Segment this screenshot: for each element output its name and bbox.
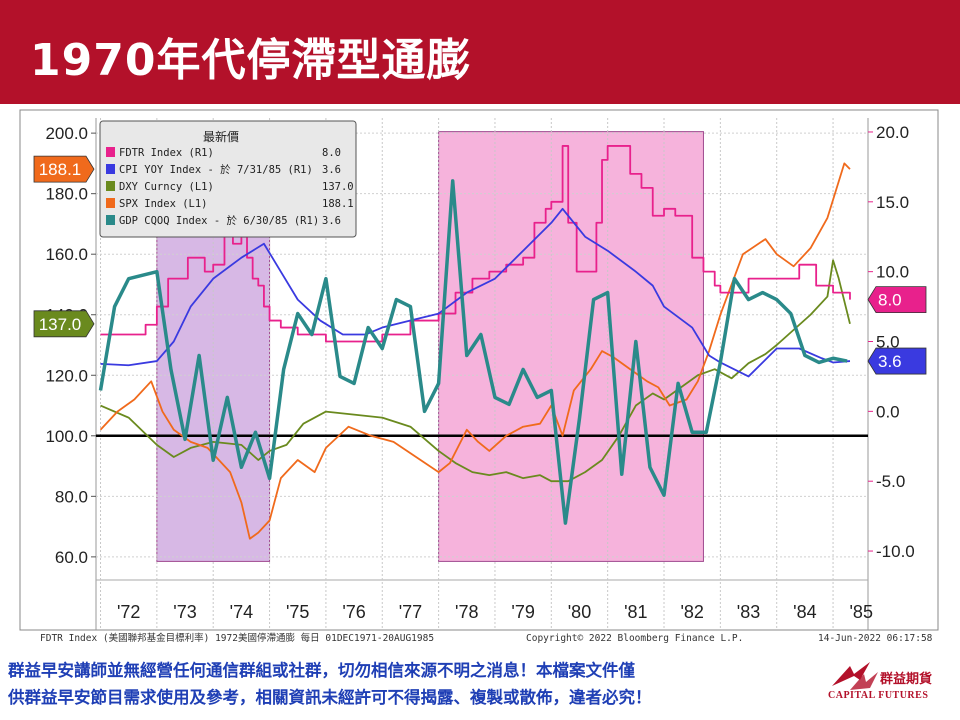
right-tick-label: 15.0 (876, 193, 909, 212)
x-tick-label: '73 (173, 602, 196, 622)
logo-name-cn: 群益期貨 (880, 672, 933, 687)
right-tick-label: -5.0 (876, 472, 905, 491)
legend-value: 8.0 (322, 147, 341, 159)
last-value-tags: 188.1 137.0 8.0 3.6 (33, 155, 927, 375)
chart-footer-left: FDTR Index (美國聯邦基金目標利率) 1972美國停滯通膨 每日 01… (40, 632, 434, 644)
left-tick-label: 120.0 (45, 366, 88, 385)
x-axis: '72 '73 '74 '75 '76 '77 '78 '79 '80 '81 '82 '83 '84 '… (117, 602, 873, 622)
legend-swatch (106, 215, 115, 225)
title-bar: 1970年代停滯型通膨 (0, 0, 960, 104)
legend-label: FDTR Index (R1) (119, 147, 214, 159)
legend-swatch (106, 181, 115, 191)
x-tick-label: '80 (568, 602, 591, 622)
legend-value: 137.0 (322, 181, 354, 193)
tag-spx-box (33, 155, 95, 183)
legend-value: 188.1 (322, 198, 354, 210)
legend-value: 3.6 (322, 164, 341, 176)
logo-name-en: CAPITAL FUTURES (828, 690, 929, 701)
left-tick-label: 160.0 (45, 245, 88, 264)
x-tick-label: '72 (117, 602, 140, 622)
right-tick-label: 10.0 (876, 263, 909, 282)
series-gdp-line (98, 179, 848, 525)
legend-header: 最新價 (203, 129, 239, 144)
right-tick-label: 0.0 (876, 402, 900, 421)
tag-fdtr-value: 8.0 (878, 291, 902, 310)
right-tick-label: 20.0 (876, 123, 909, 142)
page-title: 1970年代停滯型通膨 (30, 35, 472, 86)
chart-footer-right: 14-Jun-2022 06:17:58 (818, 633, 933, 644)
legend-label: GDP CQOQ Index - 於 6/30/85 (R1) (119, 214, 319, 227)
tag-cpi-value: 3.6 (878, 352, 902, 371)
tag-spx-value: 188.1 (39, 160, 82, 179)
left-tick-label: 80.0 (55, 487, 88, 506)
logo-mark-icon (832, 662, 878, 690)
x-tick-label: '76 (342, 602, 365, 622)
left-tick-label: 200.0 (45, 124, 88, 143)
legend-label: SPX Index (L1) (119, 198, 208, 210)
legend-box (99, 120, 357, 238)
left-tick-label: 180.0 (45, 185, 88, 204)
company-logo: 群益期貨 CAPITAL FUTURES (828, 658, 958, 714)
tag-cpi-box (867, 347, 927, 375)
legend-label: DXY Curncy (L1) (119, 181, 214, 193)
series-dxy-line (100, 259, 851, 483)
legend-swatch (106, 198, 115, 208)
tag-fdtr-box (867, 286, 927, 313)
x-tick-label: '77 (399, 602, 422, 622)
disclaimer-line-2: 供群益早安節目需求使用及參考，相關資訊未經許可不得揭露、複製或散佈，違者必究！ (8, 688, 652, 707)
right-tick-label: -10.0 (876, 542, 915, 561)
x-tick-label: '84 (793, 602, 816, 622)
series-spx-line (99, 162, 851, 540)
left-tick-label: 100.0 (45, 427, 88, 446)
x-tick-label: '74 (230, 602, 253, 622)
x-tick-label: '82 (680, 602, 703, 622)
disclaimer: 群益早安講師並無經營任何通信群組或社群，切勿相信來源不明之消息！本檔案文件僅 供… (8, 657, 828, 711)
series-lines (98, 145, 851, 540)
right-tick-label: 5.0 (876, 333, 900, 352)
x-tick-label: '75 (286, 602, 309, 622)
legend: 最新價 FDTR Index (R1) 8.0 CPI YOY Index - 於 … (99, 120, 357, 238)
disclaimer-line-1: 群益早安講師並無經營任何通信群組或社群，切勿相信來源不明之消息！本檔案文件僅 (8, 661, 635, 680)
legend-swatch (106, 147, 115, 157)
tag-dxy-box (33, 310, 95, 338)
x-tick-label: '85 (850, 602, 873, 622)
x-tick-label: '83 (737, 602, 760, 622)
series-cpi-line (100, 207, 851, 378)
x-tick-label: '79 (511, 602, 534, 622)
tag-dxy-value: 137.0 (39, 315, 82, 334)
left-tick-label: 60.0 (55, 548, 88, 567)
legend-value: 3.6 (322, 215, 341, 227)
right-axis: -10.0 -5.0 0.0 5.0 10.0 15.0 20.0 (868, 123, 915, 561)
x-tick-label: '81 (624, 602, 647, 622)
legend-swatch (106, 164, 115, 174)
chart-footer-mid: Copyright© 2022 Bloomberg Finance L.P. (526, 633, 743, 644)
legend-label: CPI YOY Index - 於 7/31/85 (R1) (119, 163, 313, 176)
x-tick-label: '78 (455, 602, 478, 622)
